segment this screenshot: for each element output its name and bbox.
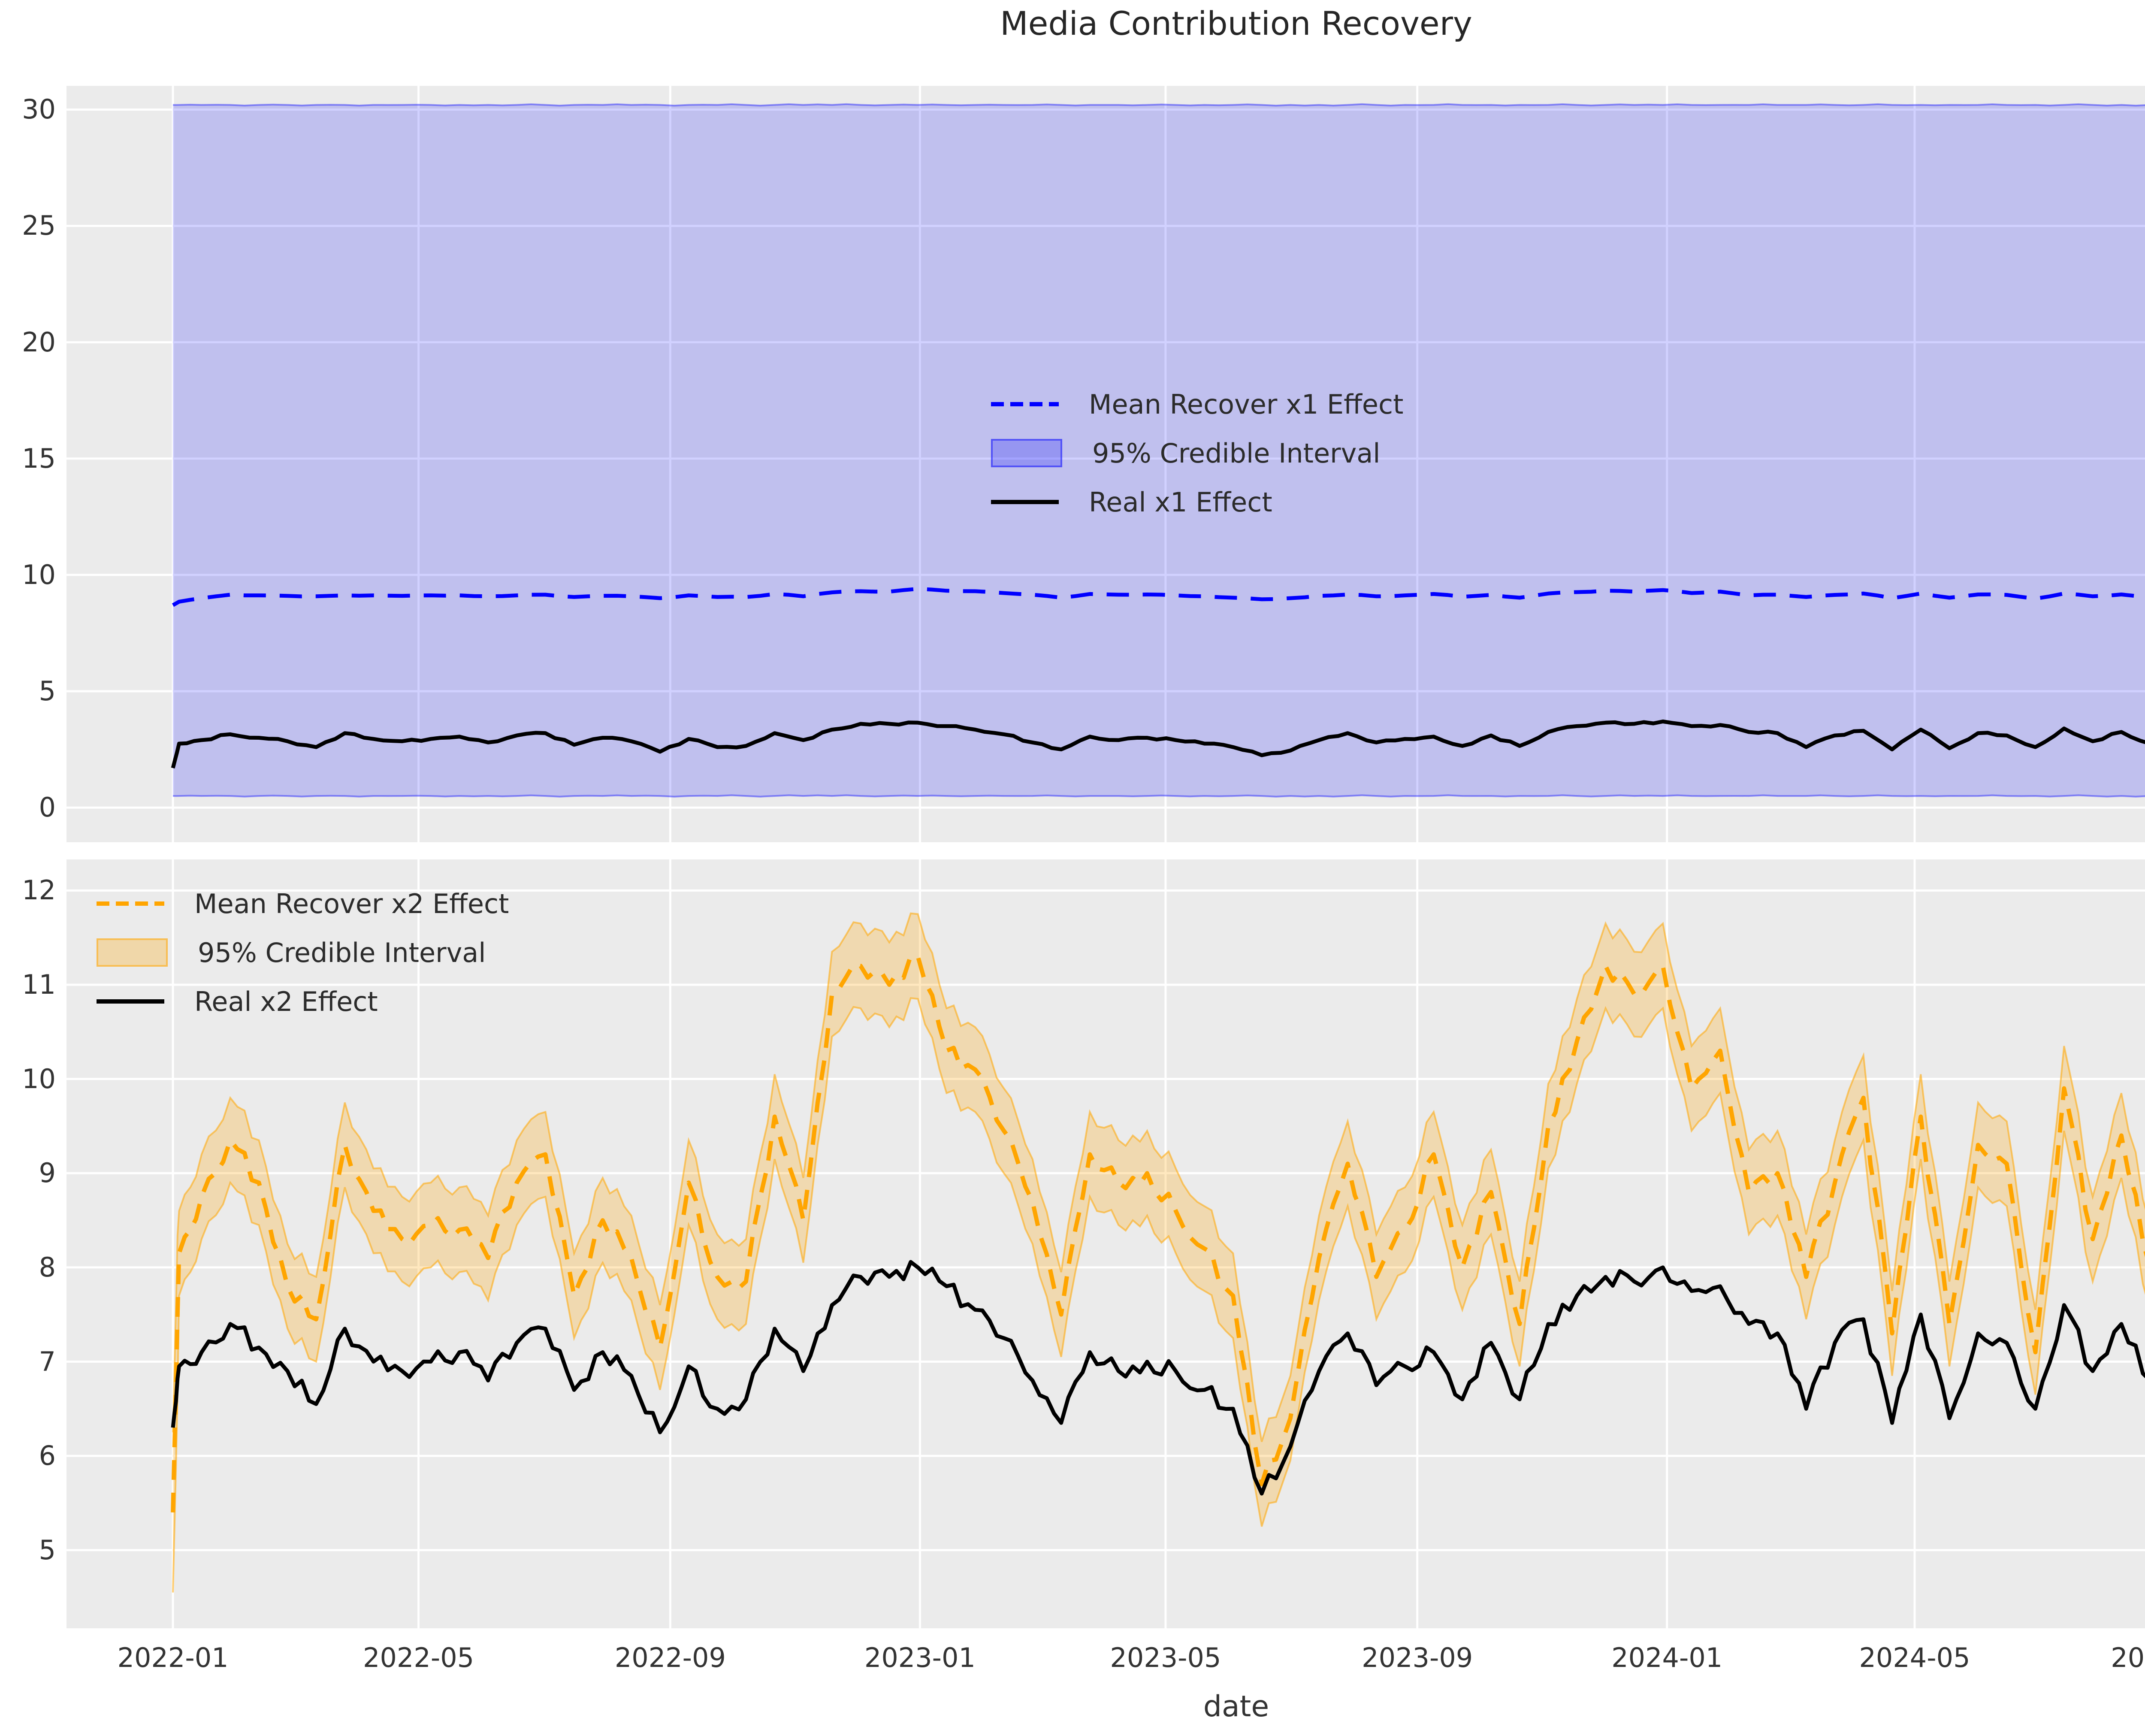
legend-label: Real x2 Effect <box>194 986 378 1017</box>
y-tick-label: 25 <box>22 210 56 242</box>
black-line-icon <box>991 500 1059 504</box>
axes-x2-chart <box>66 859 2145 1628</box>
legend-label: Mean Recover x2 Effect <box>194 888 509 919</box>
y-tick-label: 11 <box>22 969 56 1001</box>
x1-plot-area <box>66 86 2145 842</box>
x-axis-label: date <box>1203 1690 1269 1724</box>
band-lower-edge <box>173 794 2145 798</box>
y-tick-label: 5 <box>39 675 56 707</box>
legend-label: 95% Credible Interval <box>1092 437 1381 469</box>
legend-item: Real x2 Effect <box>97 977 509 1026</box>
band-lower-edge <box>172 997 2145 1593</box>
y-tick-label: 8 <box>39 1251 56 1283</box>
y-tick-label: 20 <box>22 326 56 358</box>
x2-plot-area <box>66 859 2145 1628</box>
y-tick-label: 9 <box>39 1157 56 1189</box>
x-tick-label: 2023-01 <box>864 1642 976 1673</box>
x-tick-label: 2023-05 <box>1110 1642 1221 1673</box>
y-tick-label: 10 <box>22 1063 56 1095</box>
x-tick-label: 2024-05 <box>1859 1642 1970 1673</box>
legend-item: Mean Recover x2 Effect <box>97 879 509 928</box>
x1-credible-interval-band <box>173 104 2145 797</box>
chart-title: Media Contribution Recovery <box>1000 4 1472 42</box>
x2-real-line <box>171 1260 2145 1496</box>
y-tick-label: 12 <box>22 874 56 906</box>
y-tick-label: 5 <box>39 1534 56 1566</box>
y-tick-label: 15 <box>22 442 56 474</box>
legend-x2: Mean Recover x2 Effect 95% Credible Inte… <box>97 879 509 1026</box>
y-tick-label: 7 <box>39 1346 56 1377</box>
y-tick-label: 10 <box>22 559 56 590</box>
legend-label: Mean Recover x1 Effect <box>1089 388 1404 420</box>
band-upper-edge <box>173 103 2145 107</box>
y-tick-label: 30 <box>22 94 56 125</box>
x2-mean-line <box>171 953 2145 1513</box>
x-tick-label: 2023-09 <box>1362 1642 1473 1673</box>
legend-item: Real x1 Effect <box>991 478 1403 526</box>
orange-band-patch-icon <box>97 938 168 967</box>
x-tick-label: 2022-01 <box>117 1642 229 1673</box>
legend-label: 95% Credible Interval <box>198 937 486 968</box>
black-line-icon <box>97 999 164 1004</box>
y-tick-label: 0 <box>39 792 56 823</box>
x-tick-label: 2022-05 <box>363 1642 474 1673</box>
band-upper-edge <box>172 912 2145 1442</box>
blue-band-patch-icon <box>991 439 1062 467</box>
x-tick-label: 2024-09 <box>2111 1642 2145 1673</box>
legend-item: 95% Credible Interval <box>991 429 1403 478</box>
axes-x1-chart <box>66 86 2145 842</box>
y-tick-label: 6 <box>39 1440 56 1472</box>
legend-item: Mean Recover x1 Effect <box>991 380 1403 429</box>
legend-label: Real x1 Effect <box>1089 486 1272 518</box>
blue-dashed-line-icon <box>991 402 1059 406</box>
x1-mean-line <box>172 587 2145 607</box>
legend-item: 95% Credible Interval <box>97 928 509 977</box>
gridlines <box>66 86 2145 842</box>
orange-dashed-line-icon <box>97 901 164 906</box>
x1-real-line <box>171 720 2145 769</box>
legend-x1: Mean Recover x1 Effect 95% Credible Inte… <box>991 380 1403 526</box>
x-tick-label: 2022-09 <box>614 1642 726 1673</box>
x-tick-label: 2024-01 <box>1611 1642 1723 1673</box>
